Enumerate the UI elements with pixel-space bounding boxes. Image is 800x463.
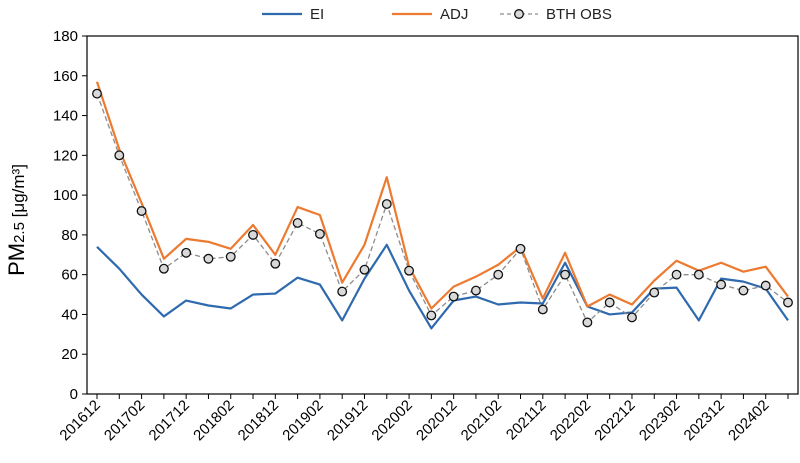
x-axis: 2016122017022017122018022018122019022019…	[56, 394, 789, 444]
data-point-bth-obs	[671, 269, 682, 280]
x-tick-label: 201902	[279, 397, 326, 444]
data-point-bth-obs	[114, 150, 125, 161]
y-axis-label-sub: 2.5	[11, 222, 28, 243]
data-point-bth-obs	[337, 286, 348, 297]
data-point-bth-obs	[136, 206, 147, 216]
x-tick-label: 202112	[503, 397, 550, 444]
x-tick-label: 202312	[681, 397, 728, 444]
series-line-adj	[95, 81, 789, 310]
y-tick-label: 60	[61, 267, 78, 284]
series-line-bth-obs	[96, 93, 789, 324]
data-point-bth-obs	[693, 269, 704, 280]
x-tick-label: 201912	[324, 397, 371, 444]
x-tick-label: 202302	[636, 397, 683, 444]
data-point-bth-obs	[292, 218, 303, 228]
x-tick-label: 201702	[101, 397, 148, 444]
data-point-bth-obs	[738, 285, 749, 296]
x-tick-label: 201812	[235, 397, 282, 444]
data-point-bth-obs	[381, 199, 392, 210]
legend-label-adj: ADJ	[440, 6, 468, 23]
y-tick-label: 180	[53, 28, 78, 45]
x-tick-label: 201612	[56, 397, 103, 444]
data-point-bth-obs	[448, 291, 459, 302]
data-point-bth-obs	[158, 263, 169, 274]
y-axis-label: PM2.5 [μg/m³]	[4, 164, 29, 276]
x-tick-label: 202002	[368, 397, 415, 444]
data-point-bth-obs	[493, 269, 504, 280]
y-tick-label: 0	[70, 386, 78, 403]
data-point-bth-obs	[604, 297, 615, 308]
data-point-bth-obs	[359, 264, 370, 275]
data-point-bth-obs	[203, 253, 214, 264]
legend-marker	[514, 9, 524, 19]
x-tick-label: 202202	[547, 397, 594, 444]
data-point-bth-obs	[760, 280, 771, 291]
x-tick-label: 202102	[458, 397, 505, 444]
data-point-bth-obs	[627, 312, 637, 323]
plot-frame	[86, 35, 799, 395]
legend-label-ei: EI	[310, 6, 324, 23]
data-point-bth-obs	[426, 310, 437, 321]
y-axis-label-main: PM	[4, 243, 29, 276]
data-point-bth-obs	[582, 317, 593, 328]
data-point-bth-obs	[783, 297, 793, 308]
plot-area	[86, 35, 799, 395]
y-axis: 0 20 40 60 80 100 120 140 160 180	[53, 28, 87, 403]
data-point-bth-obs	[716, 279, 727, 290]
x-tick-label: 201712	[146, 397, 193, 444]
data-point-bth-obs	[404, 265, 415, 276]
y-tick-label: 80	[61, 227, 78, 244]
series-line-ei	[96, 243, 789, 330]
y-tick-label: 20	[61, 346, 78, 363]
x-tick-label: 202402	[725, 397, 772, 444]
y-tick-label: 40	[61, 306, 78, 323]
data-point-bth-obs	[181, 247, 192, 258]
data-point-bth-obs	[92, 88, 102, 99]
data-point-bth-obs	[649, 287, 660, 298]
y-tick-label: 120	[53, 147, 78, 164]
data-point-bth-obs	[515, 243, 526, 254]
x-tick-label: 202212	[591, 397, 638, 444]
legend-label-bth-obs: BTH OBS	[546, 6, 612, 23]
x-tick-label: 202012	[413, 397, 460, 444]
y-tick-label: 140	[53, 108, 78, 125]
y-axis-label-unit: [μg/m³]	[9, 164, 28, 222]
y-tick-label: 100	[53, 187, 78, 204]
y-tick-label: 160	[53, 68, 78, 85]
data-point-bth-obs	[537, 304, 548, 315]
data-point-bth-obs	[248, 229, 258, 240]
data-point-bth-obs	[470, 285, 481, 296]
series-layer	[92, 81, 793, 330]
data-point-bth-obs	[225, 251, 236, 262]
legend: EI ADJ BTH OBS	[262, 6, 612, 23]
data-point-bth-obs	[560, 269, 571, 280]
data-point-bth-obs	[270, 258, 281, 269]
x-tick-label: 201802	[190, 397, 237, 444]
data-point-bth-obs	[314, 228, 325, 239]
